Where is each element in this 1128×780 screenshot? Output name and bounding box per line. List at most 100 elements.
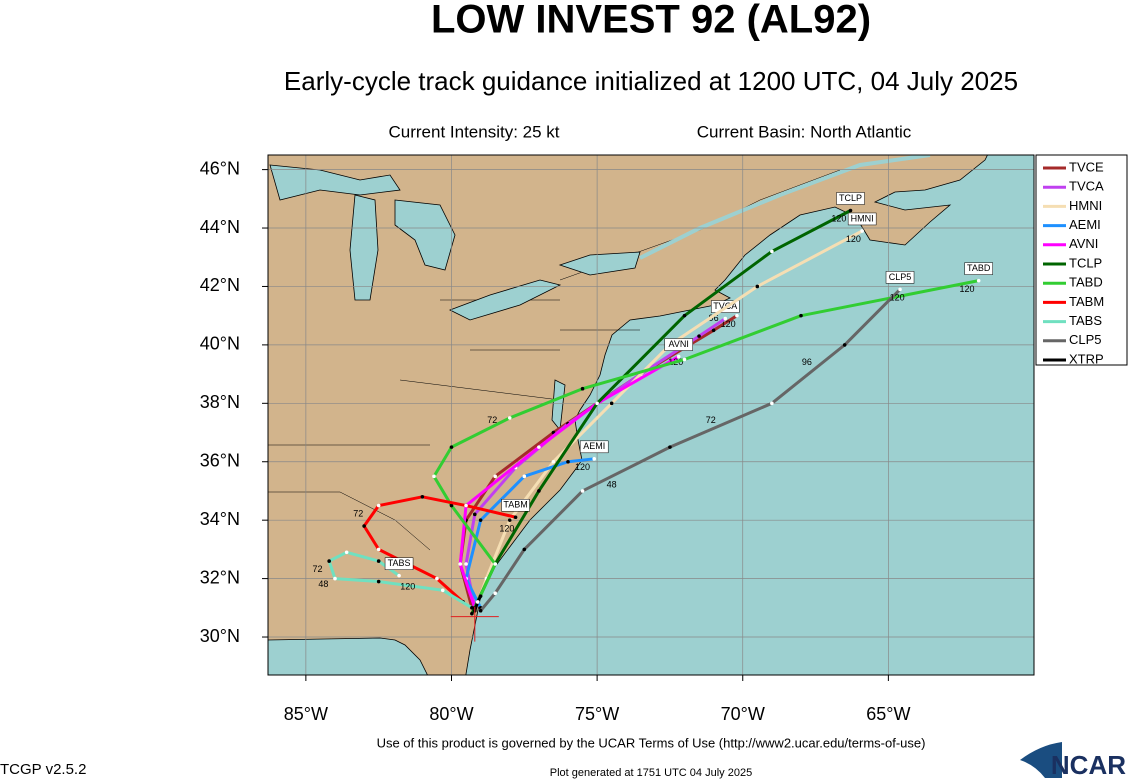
legend-label: TABD bbox=[1069, 275, 1103, 290]
track-tag: TVCA bbox=[713, 301, 737, 311]
track-tag: TABS bbox=[388, 558, 411, 568]
track-tag-box bbox=[384, 557, 414, 570]
track-point bbox=[551, 459, 556, 464]
track-point bbox=[735, 313, 739, 318]
track-point bbox=[799, 313, 803, 318]
start-marker bbox=[450, 606, 499, 642]
y-tick-label: 38°N bbox=[200, 392, 240, 412]
hour-label: 120 bbox=[846, 234, 861, 244]
track-point bbox=[537, 489, 541, 493]
track-point bbox=[362, 524, 366, 528]
tracks: 12096TVCA120HMNI120AEMI120AVNI120TCLP721… bbox=[313, 192, 993, 616]
track-point bbox=[397, 573, 401, 578]
subtitle: Early-cycle track guidance initialized a… bbox=[284, 66, 1018, 96]
track-tag: CLP5 bbox=[889, 272, 912, 282]
track-point bbox=[435, 576, 439, 581]
track-point bbox=[595, 401, 599, 406]
hour-label: 120 bbox=[890, 293, 905, 303]
axes: 85°W 80°W 75°W 70°W 65°W 30°N 32°N 34°N 36°N 38°N… bbox=[200, 158, 911, 723]
hour-label: 72 bbox=[487, 415, 497, 425]
hour-label: 48 bbox=[318, 579, 328, 589]
legend-label: TCLP bbox=[1069, 255, 1102, 270]
track-point bbox=[449, 445, 454, 449]
track-point bbox=[475, 600, 480, 604]
hour-label: 72 bbox=[706, 415, 716, 425]
track-point bbox=[440, 588, 445, 593]
track-point bbox=[470, 611, 474, 616]
track-tag: AEMI bbox=[583, 441, 605, 451]
track bbox=[464, 457, 595, 609]
track-tag: TCLP bbox=[839, 193, 862, 203]
track-point bbox=[537, 445, 541, 449]
track-point bbox=[420, 494, 425, 499]
track-point bbox=[493, 562, 497, 566]
track-point bbox=[478, 594, 483, 598]
legend-label: TVCA bbox=[1069, 179, 1104, 194]
track-point bbox=[333, 576, 337, 581]
track-point bbox=[327, 559, 331, 563]
track bbox=[458, 355, 680, 609]
y-tick-label: 42°N bbox=[200, 275, 240, 295]
y-tick-label: 30°N bbox=[200, 626, 240, 646]
track-tag-box bbox=[579, 440, 609, 454]
legend bbox=[1035, 154, 1128, 366]
track-point bbox=[723, 316, 728, 321]
terms: Use of this product is governed by the U… bbox=[377, 735, 926, 750]
y-tick-label: 44°N bbox=[200, 217, 240, 237]
x-tick-label: 75°W bbox=[575, 704, 619, 724]
basin: Current Basin: North Atlantic bbox=[697, 122, 912, 141]
track-point bbox=[376, 547, 381, 552]
track-point bbox=[507, 416, 512, 420]
track bbox=[327, 550, 473, 610]
legend-label: AVNI bbox=[1069, 236, 1098, 251]
track-point bbox=[376, 503, 381, 508]
map-frame bbox=[267, 154, 1035, 676]
x-tick-label: 80°W bbox=[429, 704, 473, 724]
track-point bbox=[676, 354, 681, 359]
track-point bbox=[464, 503, 468, 508]
track-point bbox=[697, 334, 701, 338]
track-point bbox=[682, 313, 687, 318]
track-point bbox=[592, 457, 597, 461]
hour-label: 120 bbox=[400, 582, 415, 592]
track-point bbox=[376, 579, 381, 584]
track-point bbox=[513, 515, 518, 520]
track bbox=[432, 279, 979, 609]
track-point bbox=[472, 512, 477, 517]
track-point bbox=[848, 208, 853, 213]
x-tick-label: 85°W bbox=[284, 704, 328, 724]
track-tag: TABD bbox=[967, 263, 991, 273]
track-point bbox=[976, 278, 981, 283]
hour-label: 120 bbox=[959, 284, 974, 294]
legend-label: XTRP bbox=[1069, 351, 1104, 366]
track-point bbox=[522, 547, 527, 552]
hour-label: 72 bbox=[353, 509, 363, 519]
track-tag-box bbox=[847, 212, 877, 226]
track-point bbox=[478, 518, 483, 522]
track-point bbox=[478, 608, 483, 613]
y-tick-label: 36°N bbox=[200, 450, 240, 470]
version: TCGP v2.5.2 bbox=[0, 761, 86, 778]
hour-label: 120 bbox=[721, 319, 736, 329]
hour-label: 72 bbox=[313, 564, 323, 574]
track-point bbox=[376, 559, 381, 563]
track bbox=[473, 229, 863, 612]
track-tag: TABM bbox=[503, 500, 527, 510]
track-point bbox=[522, 474, 527, 479]
y-tick-label: 40°N bbox=[200, 334, 240, 354]
land bbox=[268, 155, 988, 675]
hour-label: 96 bbox=[802, 357, 812, 367]
track-point bbox=[493, 591, 497, 596]
track-point bbox=[493, 474, 497, 479]
x-tick-label: 65°W bbox=[866, 704, 910, 724]
track-point bbox=[860, 229, 864, 233]
track-point bbox=[470, 606, 474, 610]
track-point bbox=[770, 249, 774, 254]
ncar-swoosh bbox=[1020, 742, 1062, 778]
x-tick-label: 70°W bbox=[721, 704, 765, 724]
track-tag-box bbox=[836, 192, 865, 205]
track-point bbox=[609, 401, 614, 406]
track-tag-box bbox=[664, 338, 693, 351]
track-point bbox=[432, 474, 436, 479]
